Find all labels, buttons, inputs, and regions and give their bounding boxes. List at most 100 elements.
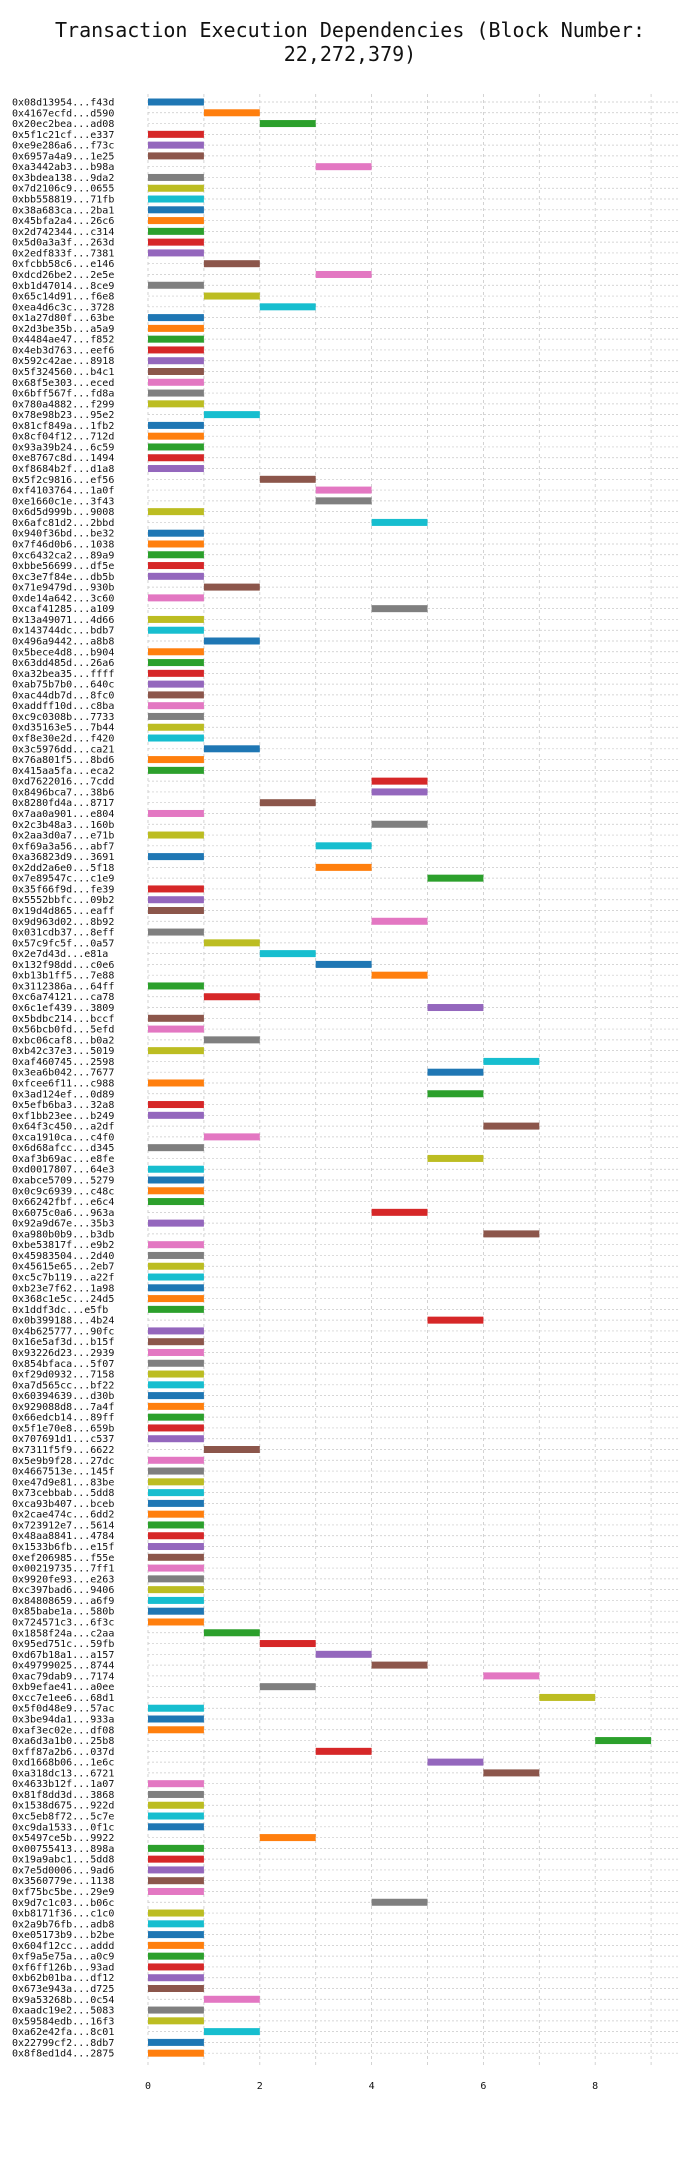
x-tick-label: 8 <box>592 2081 598 2092</box>
tx-label: 0x724571c3...6f3c <box>12 1617 114 1628</box>
dependency-bar <box>148 680 204 688</box>
tx-label: 0x6957a4a9...1e25 <box>12 151 114 162</box>
dependency-bar <box>148 1338 204 1346</box>
tx-label: 0xff87a2b6...037d <box>12 1747 114 1758</box>
dependency-bar <box>148 1909 204 1917</box>
dependency-bar <box>148 1564 204 1572</box>
dependency-bar <box>203 292 260 300</box>
tx-label: 0x8496bca7...38b6 <box>12 787 114 798</box>
dependency-bar <box>203 939 260 947</box>
tx-label: 0xb1d47014...8ce9 <box>12 281 114 292</box>
tx-label: 0xef206985...f55e <box>12 1553 114 1564</box>
dependency-bar <box>259 303 316 311</box>
dependency-bar <box>148 1844 204 1852</box>
tx-label: 0x5bece4d8...b904 <box>12 647 114 658</box>
dependency-bar <box>148 1489 204 1497</box>
dependency-bar <box>148 130 204 138</box>
dependency-bar <box>371 777 428 785</box>
dependency-bar <box>259 1640 316 1648</box>
tx-label: 0x854bfaca...5f07 <box>12 1359 114 1370</box>
tx-label: 0xa32bea35...ffff <box>12 669 114 680</box>
tx-label: 0xd35163e5...7b44 <box>12 723 114 734</box>
dependency-bar <box>427 1004 484 1012</box>
dependency-bar <box>315 842 372 850</box>
dependency-bar <box>148 324 204 332</box>
tx-label: 0xb23e7f62...1a98 <box>12 1283 114 1294</box>
tx-label: 0x6d68afcc...d345 <box>12 1143 114 1154</box>
tx-label: 0x0c9c6939...c48c <box>12 1186 114 1197</box>
dependency-bar <box>148 1047 204 1055</box>
tx-label: 0x3bdea138...9da2 <box>12 173 114 184</box>
dependency-bar <box>203 1133 260 1141</box>
tx-label: 0x81f8dd3d...3868 <box>12 1790 114 1801</box>
dependency-bar <box>148 572 204 580</box>
tx-label: 0x95ed751c...59fb <box>12 1639 114 1650</box>
tx-label: 0x71e9479d...930b <box>12 583 114 594</box>
tx-label: 0x2aa3d0a7...e71b <box>12 831 114 842</box>
dependency-bar <box>148 1877 204 1885</box>
dependency-bar <box>315 497 372 505</box>
x-tick-label: 2 <box>257 2081 263 2092</box>
dependency-bar <box>203 1629 260 1637</box>
tx-label: 0xc9da1533...0f1c <box>12 1822 114 1833</box>
dependency-bar <box>148 1586 204 1594</box>
dependency-bar <box>203 411 260 419</box>
tx-label: 0x6d5d999b...9008 <box>12 507 114 518</box>
dependency-bar <box>148 896 204 904</box>
tx-label: 0x1538d675...922d <box>12 1801 114 1812</box>
tx-label: 0xb13b1ff5...7e88 <box>12 971 114 982</box>
tx-label: 0x35f66f9d...fe39 <box>12 884 114 895</box>
tx-label: 0x22799cf2...8db7 <box>12 2038 114 2049</box>
dependency-bar <box>148 551 204 559</box>
dependency-bar <box>148 1025 204 1033</box>
tx-label: 0xc9c0308b...7733 <box>12 712 114 723</box>
tx-label: 0xa36823d9...3691 <box>12 852 114 863</box>
dependency-bar <box>148 1101 204 1109</box>
tx-label: 0x93a39b24...6c59 <box>12 442 114 453</box>
tx-label: 0x8f8ed1d4...2875 <box>12 2049 114 2060</box>
dependency-bar <box>371 917 428 925</box>
tx-label: 0x48aa8841...4784 <box>12 1531 114 1542</box>
dependency-bar <box>427 1090 484 1098</box>
dependency-bar <box>371 1661 428 1669</box>
tx-label: 0xb62b01ba...df12 <box>12 1973 114 1984</box>
dependency-bar <box>148 1251 204 1259</box>
dependency-bar <box>148 217 204 225</box>
tx-label: 0x6075c0a6...963a <box>12 1208 114 1219</box>
tx-label: 0xa6d3a1b0...25b8 <box>12 1736 114 1747</box>
tx-label: 0xa3442ab3...b98a <box>12 162 114 173</box>
dependency-bar <box>148 227 204 235</box>
dependency-bar <box>148 281 204 289</box>
dependency-bar <box>148 562 204 570</box>
dependency-bar <box>203 1995 260 2003</box>
tx-label: 0x2cae474c...6dd2 <box>12 1510 114 1521</box>
tx-label: 0x08d13954...f43d <box>12 98 114 109</box>
dependency-bar <box>148 1187 204 1195</box>
tx-label: 0xaddff10d...c8ba <box>12 701 114 712</box>
tx-label: 0x604f12cc...addd <box>12 1941 114 1952</box>
dependency-bar <box>148 1305 204 1313</box>
tx-label: 0x5f1e70e8...659b <box>12 1423 114 1434</box>
tx-label: 0xe47d9e81...83be <box>12 1477 114 1488</box>
tx-label: 0xfcbb58c6...e146 <box>12 259 114 270</box>
tx-label: 0x7aa0a901...e804 <box>12 809 114 820</box>
tx-label: 0x19d4d865...eaff <box>12 906 114 917</box>
tx-label: 0x9d963d02...8b92 <box>12 917 114 928</box>
tx-label: 0x143744dc...bdb7 <box>12 626 114 637</box>
dependency-bar <box>259 1683 316 1691</box>
tx-label: 0x5f1c21cf...e337 <box>12 130 114 141</box>
tx-label: 0xaf3b69ac...e8fe <box>12 1154 114 1165</box>
dependency-bar <box>148 238 204 246</box>
tx-label: 0x64f3c450...a2df <box>12 1122 114 1133</box>
dependency-bar <box>315 1747 372 1755</box>
tx-label: 0x9a53268b...0c54 <box>12 1995 114 2006</box>
horizontal-gridlines <box>148 101 680 2054</box>
dependency-bar <box>148 1704 204 1712</box>
tx-label: 0x56bcb0fd...5efd <box>12 1025 114 1036</box>
tx-label: 0x7d2106c9...0655 <box>12 184 114 195</box>
dependency-bar <box>148 1413 204 1421</box>
dependency-bar <box>427 1154 484 1162</box>
dependency-bar <box>148 853 204 861</box>
tx-label: 0x5bdbc214...bccf <box>12 1014 114 1025</box>
dependency-bar <box>203 1036 260 1044</box>
